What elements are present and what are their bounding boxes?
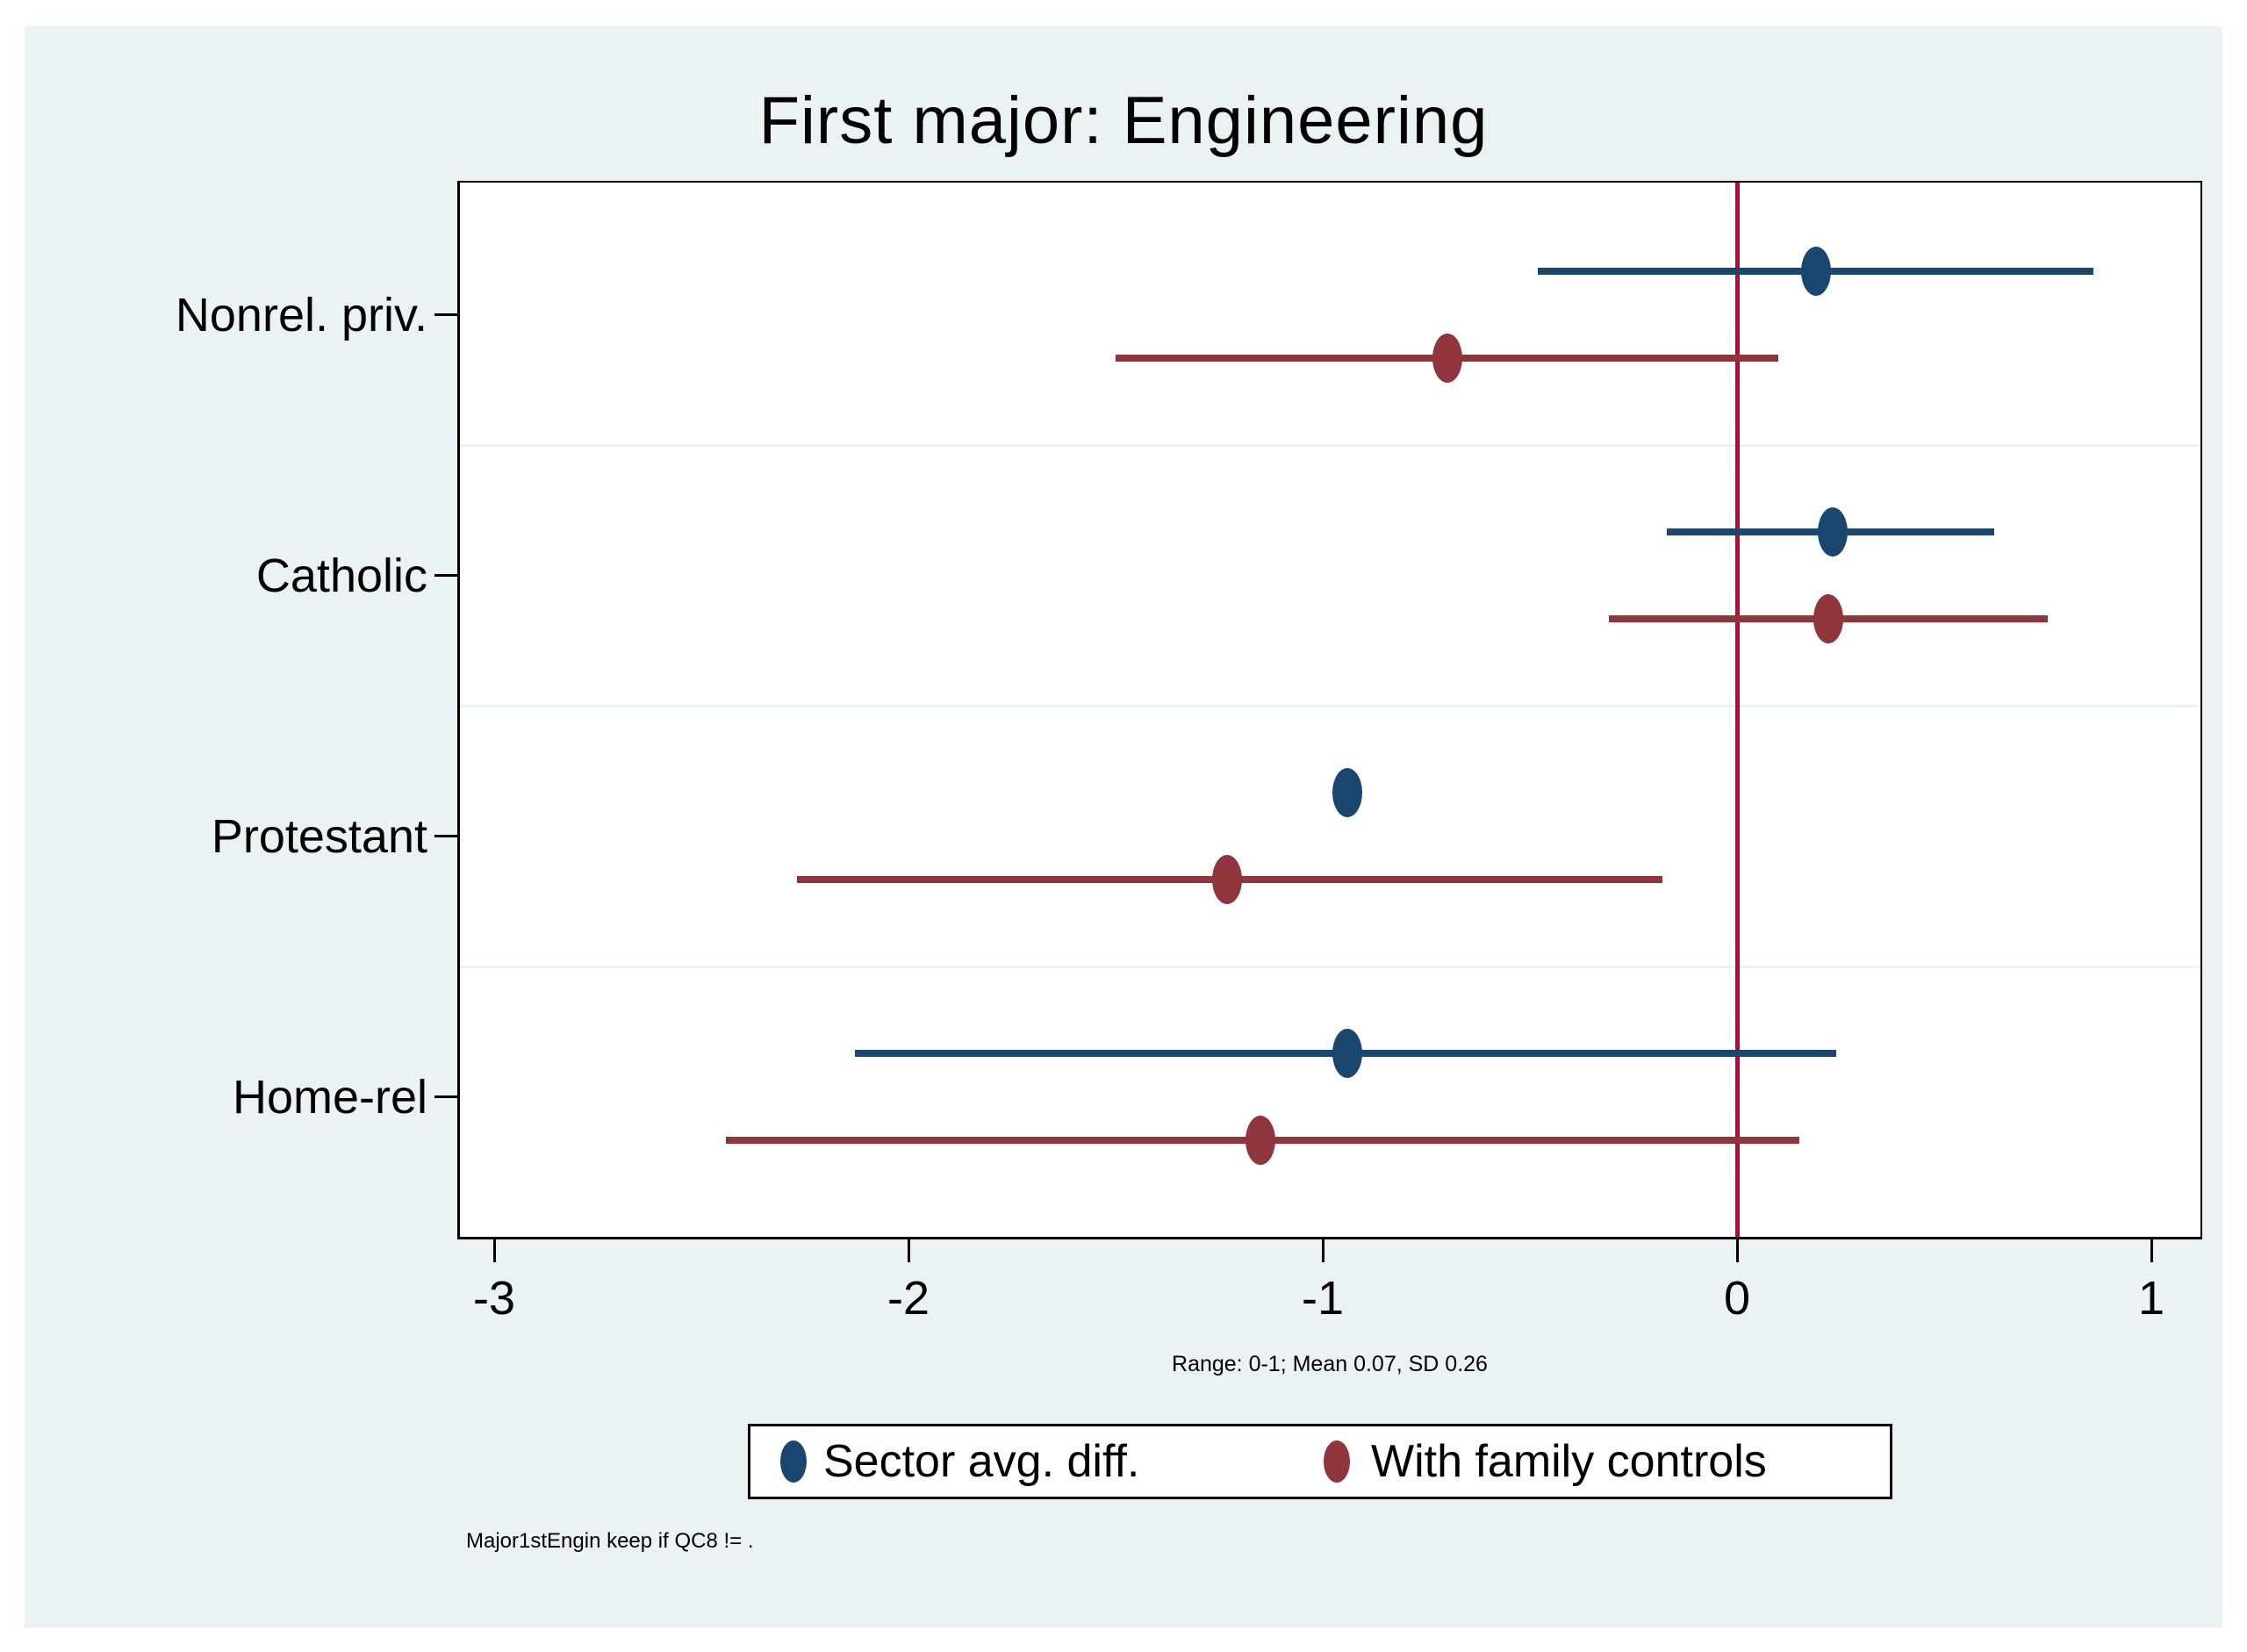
y-axis-tick [434,574,457,577]
legend-marker-dot [1324,1440,1350,1483]
zero-reference-line [1735,183,1740,1237]
chart-title: First major: Engineering [758,83,1489,158]
point-estimate-marker [1800,247,1831,296]
category-separator-gridline [460,444,2200,447]
y-category-label: Nonrel. priv. [175,288,427,341]
x-tick-label: -1 [1301,1272,1344,1325]
plot-area [457,181,2202,1239]
command-footnote: Major1stEngin keep if QC8 != . [466,1529,754,1553]
point-estimate-marker [1332,768,1363,817]
y-axis-tick [434,313,457,316]
x-axis-note: Range: 0-1; Mean 0.07, SD 0.26 [1172,1352,1488,1376]
y-category-label: Home-rel [232,1070,427,1124]
x-axis-tick [2150,1239,2153,1262]
x-tick-label: -3 [472,1272,515,1325]
legend-series-label: With family controls [1371,1436,1767,1487]
y-category-label: Catholic [255,549,427,602]
x-axis-tick [493,1239,496,1262]
y-axis-tick [434,835,457,837]
point-estimate-marker [1246,1116,1276,1165]
legend-marker-dot [780,1440,807,1483]
legend-series-label: Sector avg. diff. [823,1436,1140,1487]
legend-box: Sector avg. diff. With family controls [748,1424,1892,1499]
category-separator-gridline [460,705,2200,707]
point-estimate-marker [1332,1029,1363,1078]
x-tick-label: 1 [2137,1272,2165,1325]
point-estimate-marker [1817,507,1848,557]
x-axis-tick [908,1239,910,1262]
x-axis-tick [1322,1239,1325,1262]
point-estimate-marker [1432,334,1462,383]
category-separator-gridline [460,966,2200,968]
point-estimate-marker [1813,594,1843,643]
x-axis-tick [1736,1239,1739,1262]
y-axis-tick [434,1095,457,1098]
point-estimate-marker [1212,855,1243,904]
x-tick-label: -2 [887,1272,930,1325]
y-category-label: Protestant [211,809,427,863]
x-tick-label: 0 [1723,1272,1751,1325]
